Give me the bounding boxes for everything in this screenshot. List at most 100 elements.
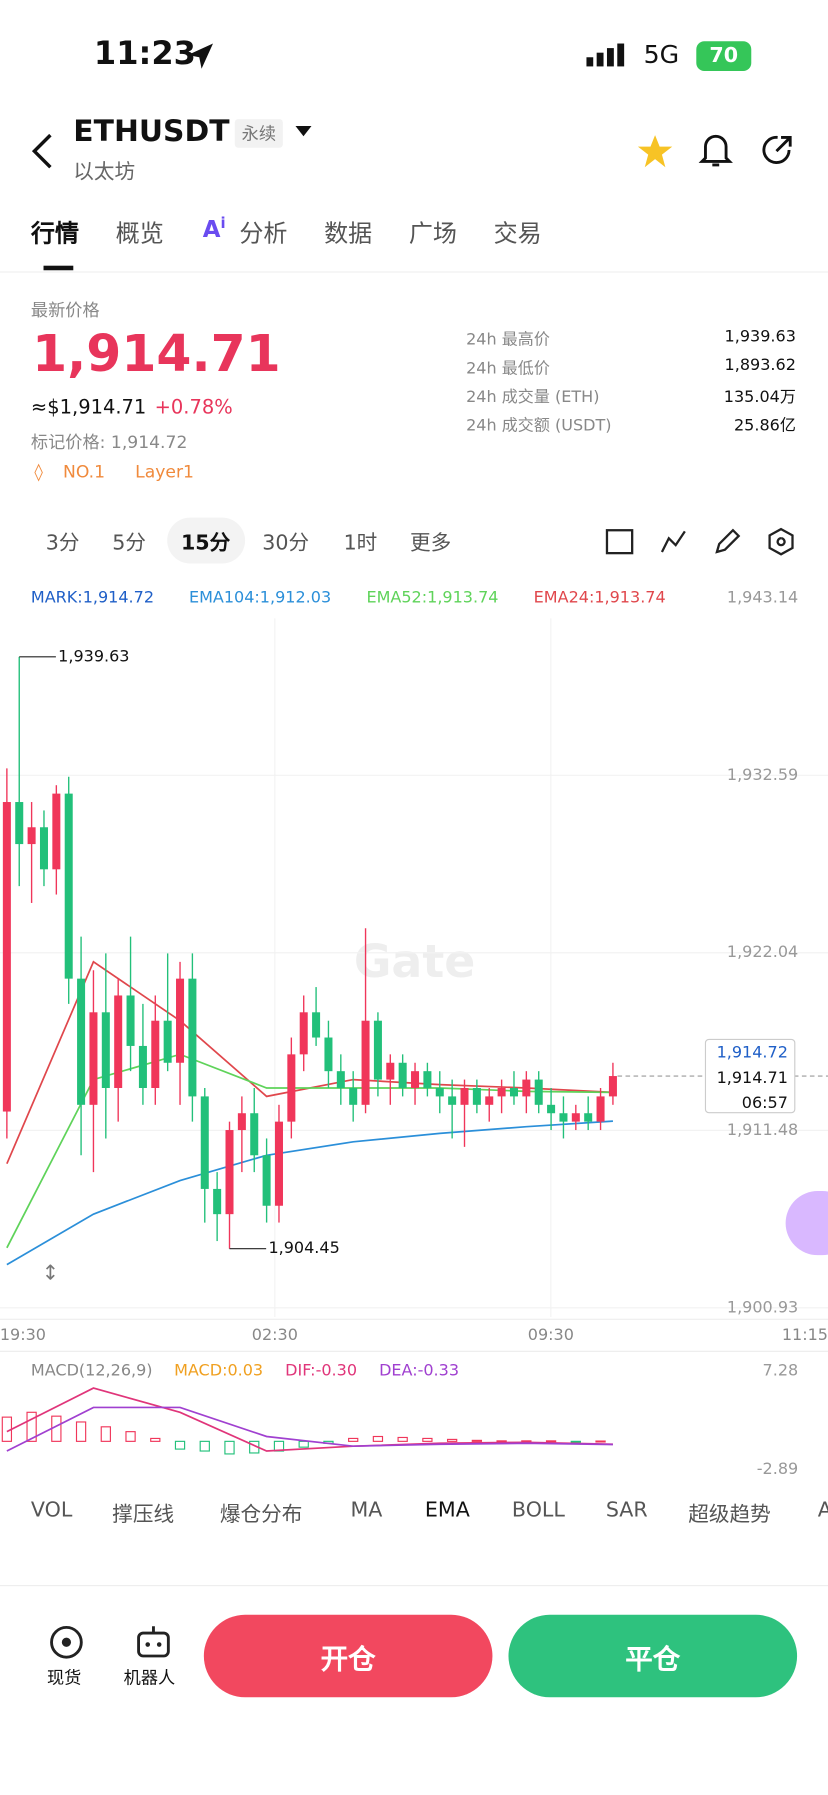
candle-body [114,995,123,1088]
back-button[interactable] [30,133,55,170]
macd-bar [422,1437,433,1442]
candle-body [101,1012,110,1088]
change: +0.78% [154,396,233,420]
macd-line [6,1406,613,1452]
macd-bar [174,1440,186,1450]
indicator[interactable]: 超级趋势 [688,1502,771,1527]
candle-body [398,1062,407,1088]
spot[interactable]: 现货 [46,1667,82,1689]
candle-body [460,1087,469,1105]
high-label: 1,939.63 [58,646,129,665]
candle-body [373,1020,382,1080]
ema-line [6,1120,613,1266]
interval[interactable]: 更多 [409,531,452,556]
tab[interactable]: 交易 [493,219,542,248]
candle-body [497,1087,506,1097]
candle-body [522,1079,531,1097]
tab[interactable]: 广场 [408,219,457,248]
tab[interactable]: 分析 [239,219,288,248]
candle-body [126,995,135,1046]
candle-body [608,1076,617,1097]
sector[interactable]: Layer1 [135,461,194,483]
macd-label: DIF:-0.30 [285,1360,357,1379]
candle-body [52,793,61,870]
candle-body [361,1020,370,1105]
macd-bar [100,1426,111,1442]
last-price-text: 1,914.71 [717,1068,788,1087]
interval[interactable]: 30分 [262,531,310,556]
tab[interactable]: 行情 [30,219,80,248]
candle-body [547,1104,556,1114]
macd-bar [446,1438,458,1442]
stat-value: 1,893.62 [724,356,796,375]
indicator[interactable]: 撑压线 [112,1502,175,1527]
stat-label: 24h 最低价 [466,359,550,378]
candle-body [39,827,48,870]
x-tick-label: 09:30 [528,1325,574,1344]
macd-bar [298,1440,309,1448]
y-tick-label: 1,932.59 [727,765,798,784]
subtitle: 以太坊 [73,160,136,185]
interval[interactable]: 5分 [112,531,146,556]
candle-body [274,1121,283,1206]
interval[interactable]: 1时 [343,531,378,556]
x-tick-label: 19:30 [0,1325,46,1344]
candle-body [237,1113,246,1131]
macd-bar [595,1440,606,1443]
ai-icon: Ai [202,215,226,243]
candle-body [448,1096,457,1105]
macd-bar [471,1439,483,1442]
indicator[interactable]: A [818,1498,828,1522]
candle-body [64,793,73,979]
candle-body [584,1113,593,1122]
alert-icon[interactable] [698,131,733,170]
candle-body [287,1054,296,1122]
signal-icon [586,43,625,67]
candle-body [312,1012,321,1038]
indicator[interactable]: BOLL [511,1497,565,1523]
indicator[interactable]: SAR [605,1497,648,1523]
ema-line [6,1053,613,1249]
interval[interactable]: 3分 [45,531,80,556]
candle-body [27,827,36,845]
fire-icon: ◊ [34,461,43,483]
candle-body [534,1079,543,1105]
share-icon[interactable] [760,133,794,167]
tab[interactable]: 概览 [115,219,164,248]
macd-label: DEA:-0.33 [379,1360,459,1379]
y-tick-label: 1,922.04 [727,942,798,961]
legend-entry: EMA52:1,913.74 [366,587,498,606]
candle-body [176,978,185,1063]
legend-entry: EMA104:1,912.03 [189,587,331,606]
last-price: 1,914.71 [32,325,281,384]
mark-price: 标记价格: 1,914.72 [30,431,188,453]
close-button[interactable]: 平仓 [508,1614,798,1698]
divider [0,1584,828,1587]
price-label: 最新价格 [30,300,100,321]
tab[interactable]: 数据 [324,219,373,248]
open-button[interactable]: 开仓 [203,1614,493,1698]
macd-bar [125,1431,136,1442]
macd-bar [75,1421,87,1442]
candle-body [299,1012,308,1055]
dropdown-icon[interactable] [295,125,312,137]
chart-tools[interactable] [605,527,800,557]
network: 5G [643,41,680,70]
interval[interactable]: 15分 [180,531,231,556]
bot[interactable]: 机器人 [123,1667,176,1689]
macd-bar [570,1440,581,1443]
indicator[interactable]: MA [350,1497,383,1523]
bot-icon[interactable] [135,1624,172,1661]
macd-bar [348,1437,359,1442]
favorite-icon[interactable] [637,133,674,170]
ema-line [6,960,613,1165]
last-price-box [704,1038,796,1114]
indicator[interactable]: VOL [30,1497,73,1523]
rank[interactable]: NO.1 [62,461,106,483]
indicator[interactable]: 爆仓分布 [219,1502,303,1527]
indicator[interactable]: EMA [424,1497,470,1523]
spot-icon[interactable] [48,1624,85,1661]
macd-bar [397,1436,408,1442]
stat-label: 24h 成交量 (ETH) [466,388,600,407]
x-tick-label: 02:30 [252,1325,298,1344]
